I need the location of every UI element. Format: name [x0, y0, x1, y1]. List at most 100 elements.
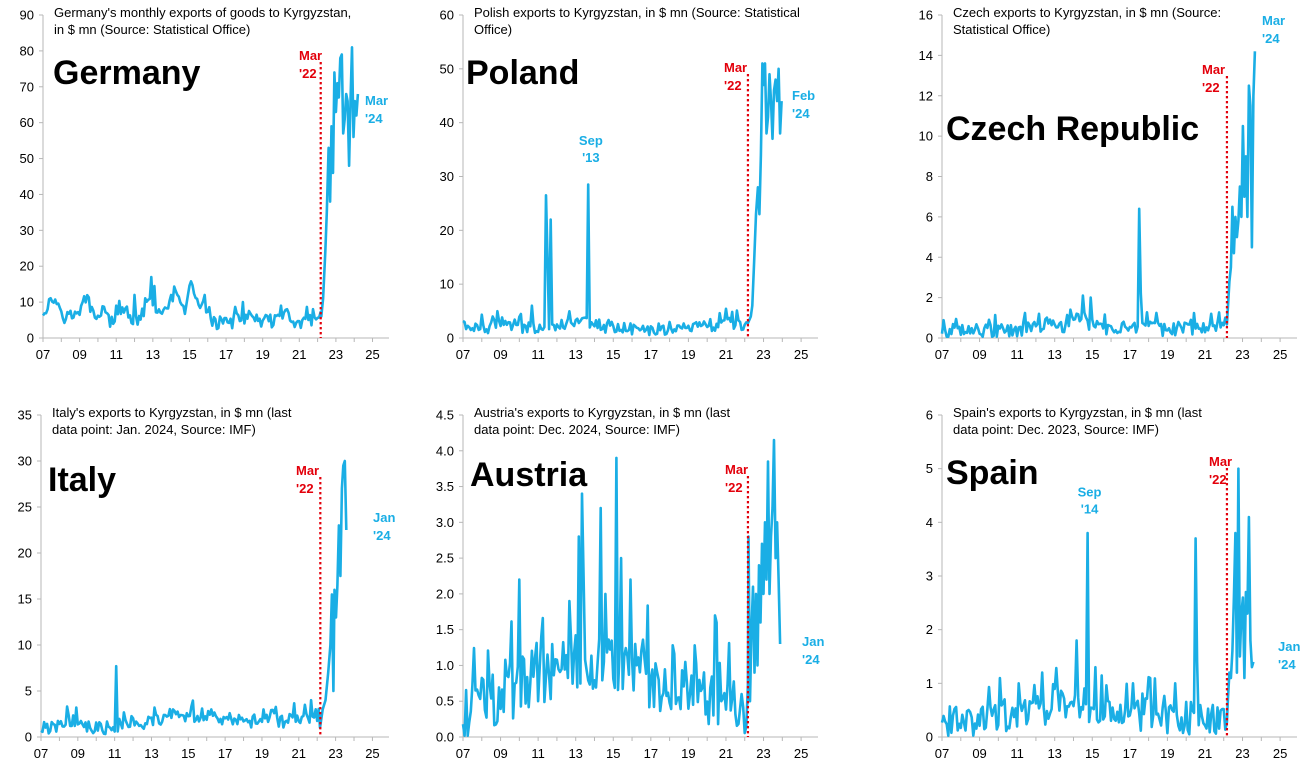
end-label: Mar [1262, 13, 1285, 28]
end-label: '24 [373, 528, 391, 543]
end-label: Feb [792, 88, 815, 103]
chart-panel-germany: 0 10 20 30 40 50 60 70 80 90 07 09 11 13 15 17 19 21 23 25 G… [20, 5, 389, 362]
chart-title: Spain's exports to Kyrgyzstan, in $ mn (… [953, 405, 1202, 420]
y-tick-label: 30 [440, 169, 454, 184]
x-tick-label: 21 [1198, 746, 1212, 761]
y-tick-label: 1 [926, 676, 933, 691]
x-tick-label: 09 [72, 347, 86, 362]
y-tick-label: 3.5 [436, 479, 454, 494]
x-tick-label: 11 [531, 746, 545, 761]
x-tick-label: 15 [181, 746, 195, 761]
x-tick-label: 13 [568, 347, 582, 362]
x-tick-label: 21 [1198, 347, 1212, 362]
series-line [41, 46, 360, 331]
end-label: Jan [1278, 639, 1300, 654]
marker-label: Mar [299, 48, 322, 63]
x-tick-label: 07 [456, 746, 470, 761]
y-tick-label: 0 [926, 730, 933, 745]
chart-title: Office) [474, 22, 512, 37]
series-line [940, 51, 1257, 338]
chart-title: data point: Dec. 2024, Source: IMF) [474, 422, 680, 437]
x-tick-label: 25 [365, 746, 379, 761]
marker-label: '22 [725, 480, 743, 495]
x-tick-label: 23 [329, 347, 343, 362]
x-tick-label: 13 [1047, 746, 1061, 761]
x-tick-label: 23 [756, 746, 770, 761]
y-tick-label: 20 [18, 546, 32, 561]
marker-label: Mar [1209, 454, 1232, 469]
x-tick-label: 17 [218, 746, 232, 761]
x-tick-label: 09 [493, 347, 507, 362]
chart-title: Czech exports to Kyrgyzstan, in $ mn (So… [953, 5, 1221, 20]
x-tick-label: 09 [71, 746, 85, 761]
y-tick-label: 4.5 [436, 408, 454, 423]
chart-title: data point: Jan. 2024, Source: IMF) [52, 422, 256, 437]
y-tick-label: 80 [20, 43, 34, 58]
y-tick-label: 4 [926, 250, 933, 265]
y-tick-label: 30 [20, 223, 34, 238]
x-tick-label: 11 [531, 347, 545, 362]
chart-title: Austria's exports to Kyrgyzstan, in $ mn… [474, 405, 730, 420]
y-tick-label: 60 [440, 8, 454, 23]
y-tick-label: 40 [20, 187, 34, 202]
x-tick-label: 17 [644, 347, 658, 362]
chart-title: Italy's exports to Kyrgyzstan, in $ mn (… [52, 405, 292, 420]
x-tick-label: 19 [255, 746, 269, 761]
spike-annotation: Sep [1078, 484, 1102, 499]
series-line [462, 62, 783, 337]
y-tick-label: 10 [18, 638, 32, 653]
y-tick-label: 0 [926, 331, 933, 346]
y-tick-label: 0 [447, 331, 454, 346]
y-tick-label: 4 [926, 515, 933, 530]
y-tick-label: 12 [919, 88, 933, 103]
y-tick-label: 35 [18, 408, 32, 423]
y-tick-label: 50 [440, 61, 454, 76]
end-label: '24 [802, 652, 820, 667]
x-tick-label: 13 [1047, 347, 1061, 362]
y-tick-label: 3.0 [436, 515, 454, 530]
x-tick-label: 09 [972, 746, 986, 761]
y-tick-label: 0 [27, 331, 34, 346]
country-label: Austria [470, 456, 588, 494]
x-tick-label: 09 [493, 746, 507, 761]
end-label: Mar [365, 93, 388, 108]
chart-panel-poland: 0 10 20 30 40 50 60 07 09 11 13 15 17 19 21 23 25 Polish … [440, 5, 818, 362]
chart-panel-czech-republic: 0 2 4 6 8 10 12 14 16 07 09 11 13 15 17 19 21 23 25 Czech e… [919, 5, 1297, 362]
x-tick-label: 13 [146, 347, 160, 362]
y-tick-label: 1.0 [436, 658, 454, 673]
chart-title: data point: Dec. 2023, Source: IMF) [953, 422, 1159, 437]
country-label: Germany [53, 54, 200, 92]
country-label: Spain [946, 454, 1039, 492]
spike-annotation: '13 [582, 150, 600, 165]
x-tick-label: 09 [972, 347, 986, 362]
y-tick-label: 25 [18, 500, 32, 515]
x-tick-label: 23 [1235, 347, 1249, 362]
end-label: '24 [1262, 31, 1280, 46]
x-tick-label: 07 [935, 746, 949, 761]
x-tick-label: 21 [292, 746, 306, 761]
y-tick-label: 0.5 [436, 694, 454, 709]
marker-label: '22 [1209, 472, 1227, 487]
x-tick-label: 25 [794, 746, 808, 761]
x-tick-label: 11 [1010, 347, 1024, 362]
x-tick-label: 25 [1273, 746, 1287, 761]
x-tick-label: 15 [182, 347, 196, 362]
country-label: Italy [48, 461, 116, 499]
y-tick-label: 2.5 [436, 551, 454, 566]
x-tick-label: 11 [1010, 746, 1024, 761]
y-tick-label: 10 [440, 277, 454, 292]
y-tick-label: 20 [440, 223, 454, 238]
y-tick-label: 5 [926, 461, 933, 476]
chart-title: Germany's monthly exports of goods to Ky… [54, 5, 351, 20]
y-tick-label: 60 [20, 115, 34, 130]
x-tick-label: 13 [144, 746, 158, 761]
x-tick-label: 17 [1123, 347, 1137, 362]
y-tick-label: 90 [20, 8, 34, 23]
x-tick-label: 07 [935, 347, 949, 362]
y-tick-label: 6 [926, 209, 933, 224]
series-line [940, 467, 1255, 737]
y-tick-label: 40 [440, 115, 454, 130]
x-tick-label: 19 [1160, 347, 1174, 362]
y-tick-label: 10 [919, 129, 933, 144]
chart-title: Polish exports to Kyrgyzstan, in $ mn (S… [474, 5, 800, 20]
